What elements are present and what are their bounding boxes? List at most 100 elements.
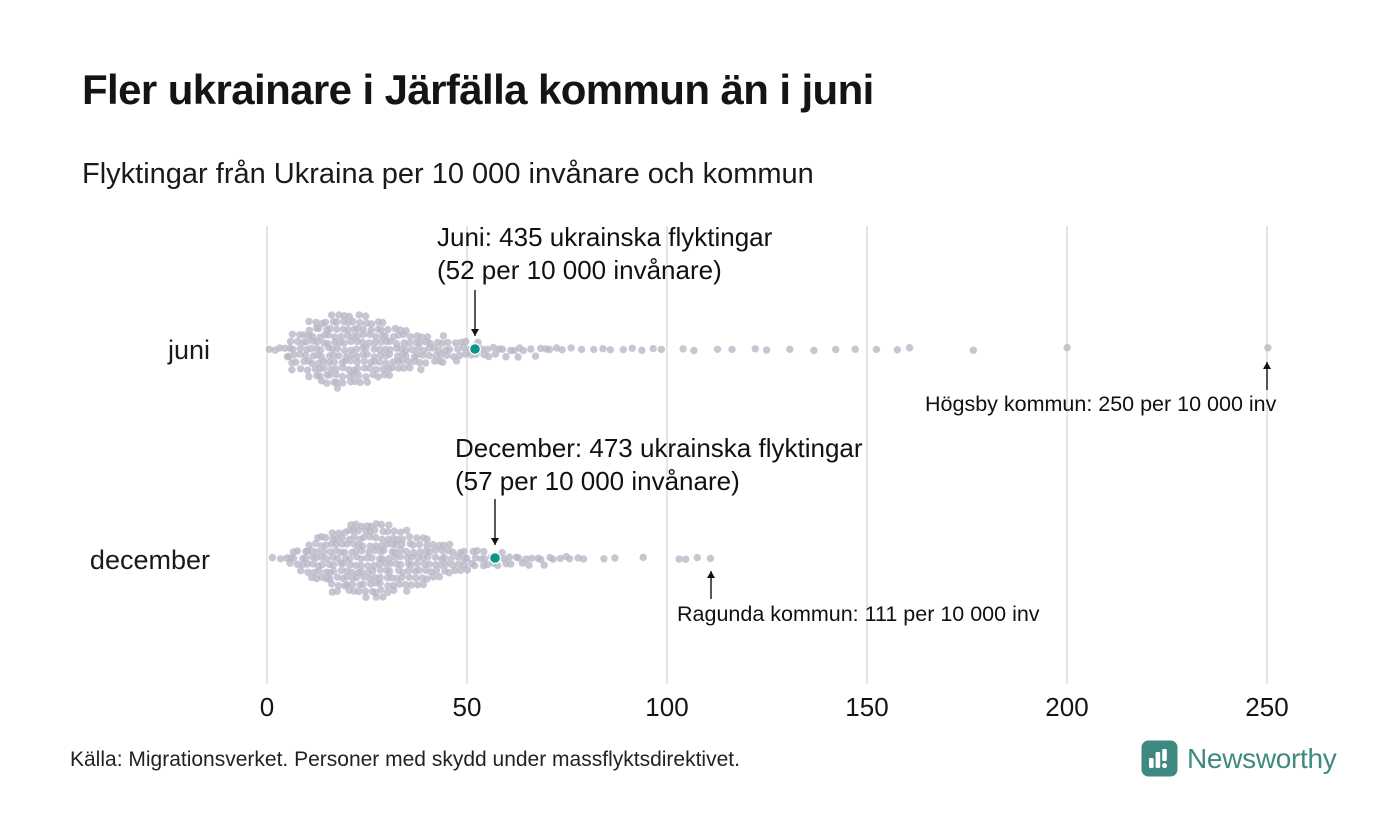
municipality-dot — [276, 555, 285, 563]
municipality-dot — [324, 339, 332, 348]
municipality-dot — [416, 339, 424, 347]
municipality-dot — [619, 345, 627, 354]
municipality-dot — [297, 567, 305, 575]
municipality-dot — [371, 338, 379, 347]
municipality-dot — [405, 533, 413, 541]
municipality-dot — [480, 547, 488, 556]
municipality-dot — [377, 520, 386, 529]
municipality-dot — [356, 378, 364, 387]
municipality-dot — [579, 555, 588, 563]
municipality-dot — [370, 345, 378, 353]
municipality-dot — [567, 344, 575, 352]
municipality-dot — [377, 338, 385, 346]
municipality-dot — [638, 346, 646, 354]
municipality-dot — [333, 573, 342, 581]
municipality-dot — [293, 560, 302, 568]
municipality-dot — [307, 546, 316, 555]
municipality-dot — [344, 326, 352, 334]
municipality-dot — [368, 554, 376, 562]
municipality-dot — [449, 548, 457, 556]
municipality-dot — [416, 548, 424, 556]
municipality-dot — [429, 573, 438, 581]
municipality-dot — [386, 560, 395, 568]
municipality-dot — [360, 573, 368, 581]
municipality-dot — [374, 373, 382, 381]
row-label-juni: juni — [167, 335, 210, 365]
municipality-dot — [398, 573, 406, 582]
highlight-dot — [469, 343, 482, 356]
municipality-dot — [682, 555, 690, 563]
municipality-dot — [423, 535, 431, 543]
municipality-dot — [330, 333, 339, 341]
chart-subtitle: Flyktingar från Ukraina per 10 000 invån… — [82, 158, 814, 190]
municipality-dot — [628, 344, 636, 352]
municipality-dot — [308, 332, 317, 341]
municipality-dot — [326, 324, 334, 333]
municipality-dot — [289, 345, 297, 353]
municipality-dot — [328, 529, 337, 537]
municipality-dot — [413, 534, 421, 542]
municipality-dot — [363, 378, 371, 386]
municipality-dot — [531, 352, 540, 360]
municipality-dot — [397, 528, 405, 536]
municipality-dot — [459, 343, 468, 352]
municipality-dot — [353, 324, 362, 333]
annotation-arrowhead — [707, 571, 715, 578]
municipality-dot — [366, 364, 374, 372]
municipality-dot — [371, 573, 379, 582]
municipality-dot — [369, 567, 377, 575]
municipality-dot — [372, 542, 380, 550]
municipality-dot — [333, 378, 341, 387]
municipality-dot — [439, 541, 448, 550]
municipality-dot — [413, 559, 421, 568]
municipality-dot — [398, 357, 406, 365]
municipality-dot — [537, 344, 545, 353]
municipality-dot — [832, 345, 840, 354]
municipality-dot — [385, 567, 394, 575]
municipality-dot — [451, 566, 459, 575]
municipality-dot — [332, 325, 341, 333]
municipality-dot — [438, 339, 446, 347]
municipality-dot — [355, 587, 363, 596]
municipality-dot — [872, 345, 881, 354]
annotation-arrowhead — [471, 329, 479, 336]
municipality-dot — [338, 534, 346, 542]
municipality-dot — [372, 593, 380, 601]
municipality-dot — [314, 324, 323, 333]
municipality-dot — [402, 327, 410, 335]
municipality-dot — [354, 364, 362, 373]
municipality-dot — [372, 365, 380, 374]
municipality-dot — [412, 574, 420, 582]
municipality-dot — [556, 554, 564, 563]
municipality-dot — [363, 350, 371, 358]
highlight-dot — [489, 551, 502, 564]
municipality-dot — [404, 358, 413, 366]
municipality-dot — [358, 338, 367, 346]
municipality-dot — [462, 337, 470, 346]
municipality-dot — [851, 345, 859, 353]
municipality-dot — [405, 339, 414, 347]
municipality-dot — [324, 331, 332, 339]
municipality-dot — [303, 366, 312, 374]
municipality-dot — [308, 359, 316, 368]
municipality-dot — [1264, 344, 1272, 352]
municipality-dot — [286, 337, 295, 346]
municipality-dot — [537, 555, 545, 564]
municipality-dot — [649, 344, 657, 353]
municipality-dot — [405, 573, 413, 581]
municipality-dot — [335, 311, 343, 319]
chart-title: Fler ukrainare i Järfälla kommun än i ju… — [82, 66, 874, 113]
municipality-dot — [423, 541, 431, 549]
municipality-dot — [577, 345, 586, 354]
municipality-dot — [319, 357, 328, 366]
municipality-dot — [600, 555, 608, 563]
municipality-dot — [352, 546, 360, 555]
municipality-dot — [502, 353, 510, 361]
municipality-dot — [343, 572, 351, 581]
municipality-dot — [323, 379, 331, 387]
x-tick-label: 250 — [1245, 692, 1289, 722]
municipality-dot — [606, 346, 614, 354]
municipality-dot — [406, 364, 414, 372]
annotation-december-line2: (57 per 10 000 invånare) — [455, 466, 740, 496]
municipality-dot — [396, 560, 405, 569]
